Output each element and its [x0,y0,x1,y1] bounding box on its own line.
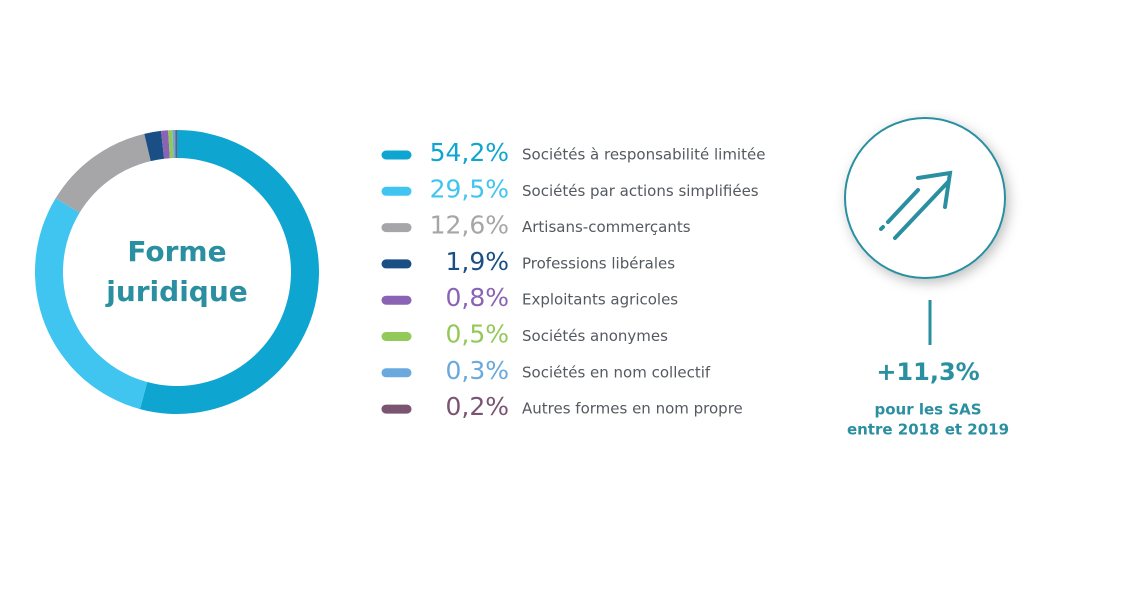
donut-segment [160,130,170,159]
annotation: pour les SAS [874,401,981,419]
annotation: entre 2018 et 2019 [847,421,1009,439]
donut-segment [144,130,165,162]
value-label: 29,5% [430,174,509,203]
legend-label: Autres formes en nom propre [522,400,743,418]
donut-segment [172,130,176,159]
donut-segment [175,130,177,159]
legend-label: Exploitants agricoles [522,291,678,309]
trend-circle [844,117,1006,279]
legend-label: Professions libérales [522,254,675,272]
value-label: 12,6% [430,211,509,240]
annotation: +11,3% [876,358,979,386]
legend-label: Sociétés en nom collectif [522,363,711,381]
legend-label: Artisans-commerçants [522,218,691,236]
legend-label: Sociétés par actions simplifiées [522,182,759,200]
donut-segment [34,198,148,410]
legend-label: Sociétés à responsabilité limitée [522,146,765,164]
legend-label: Sociétés anonymes [522,327,668,345]
value-label: 0,3% [445,356,509,385]
donut-segment [139,130,320,414]
donut-segment [168,130,174,159]
value-label: 54,2% [430,138,509,167]
trend-arrow [879,170,953,240]
value-label: 1,9% [445,247,509,276]
chart-title: Forme juridique [106,235,248,308]
value-label: 0,5% [445,320,509,349]
value-label: 0,8% [445,283,509,312]
value-label: 0,2% [445,392,509,421]
donut-segment [55,133,151,213]
